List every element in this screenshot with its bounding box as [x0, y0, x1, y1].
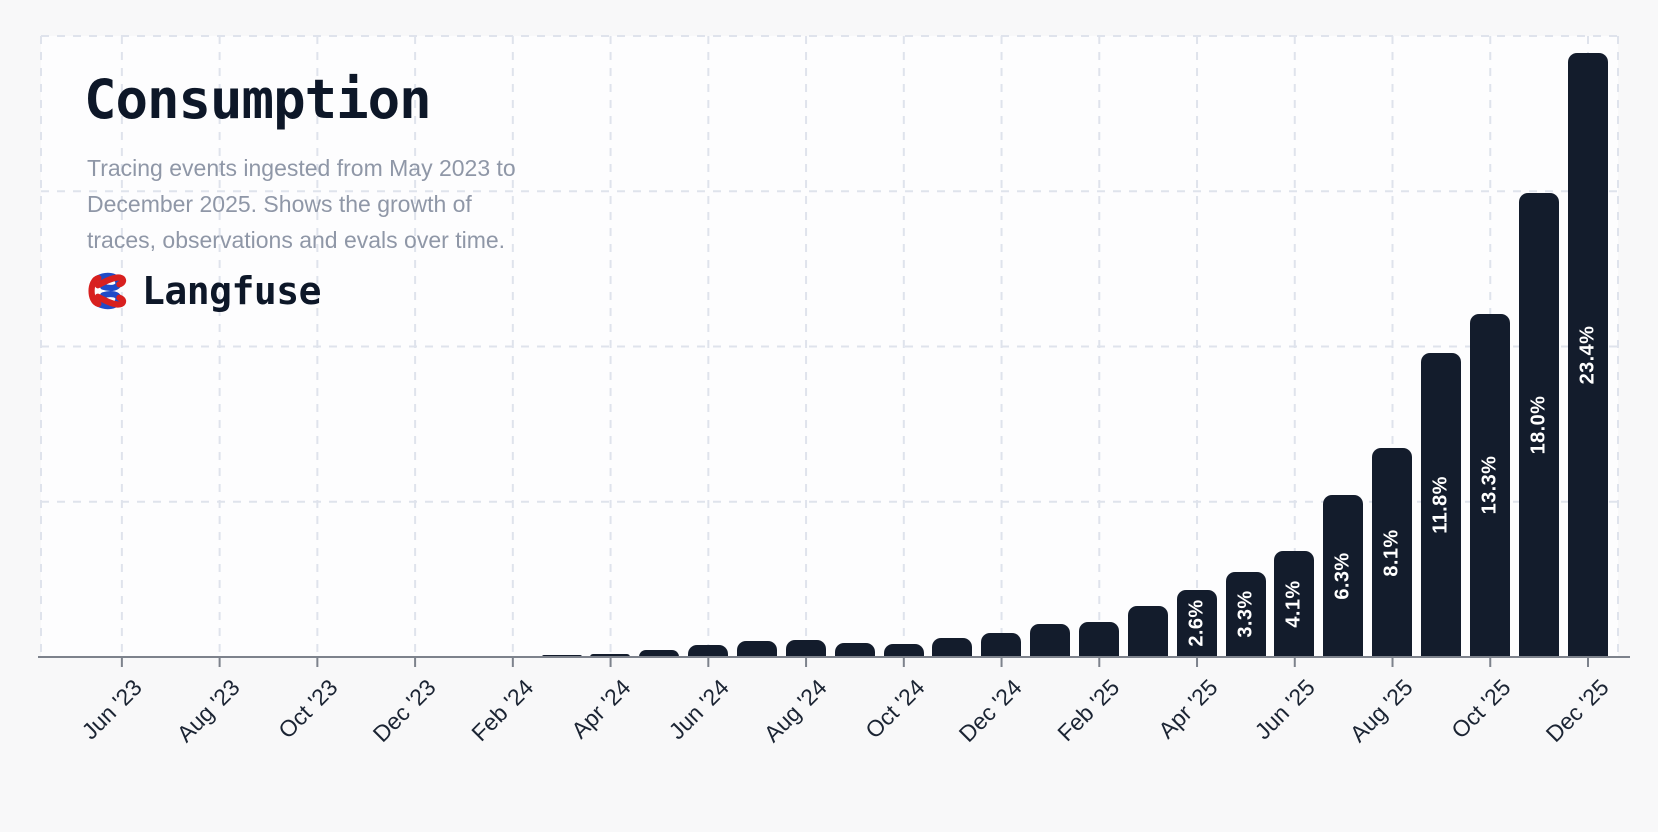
bar: 23.4%	[1567, 53, 1608, 657]
langfuse-logo-icon	[88, 272, 127, 310]
bar: 11.8%	[1421, 352, 1462, 657]
x-tick-label: Jun '25	[1249, 674, 1321, 745]
bar-value-label: 11.8%	[1429, 475, 1452, 534]
bar	[785, 640, 826, 657]
subtitle-line: Tracing events ingested from May 2023 to	[87, 155, 516, 181]
x-tick-label: Aug '23	[171, 674, 245, 748]
x-tick-label: Oct '25	[1446, 674, 1516, 744]
x-tick-label: Jun '24	[663, 674, 734, 745]
x-tick-label: Feb '24	[466, 674, 539, 747]
brand-row: Langfuse	[85, 269, 322, 313]
bar: 18.0%	[1518, 192, 1559, 657]
x-tick-label: Dec '23	[367, 674, 441, 748]
bar	[443, 656, 484, 657]
x-tick-label: Aug '25	[1344, 674, 1418, 748]
bar	[1030, 624, 1071, 657]
subtitle-line: traces, observations and evals over time…	[87, 227, 506, 253]
bar	[395, 656, 436, 657]
subtitle-line: December 2025. Shows the growth of	[87, 191, 472, 217]
bar	[346, 656, 387, 657]
bar	[737, 641, 778, 657]
bar	[834, 643, 875, 657]
bar	[297, 656, 338, 657]
bar-value-label: 3.3%	[1234, 590, 1257, 639]
brand-name: Langfuse	[142, 269, 322, 313]
chart-subtitle: Tracing events ingested from May 2023 to…	[87, 150, 516, 258]
bar	[688, 644, 729, 657]
bar	[248, 656, 289, 657]
bar-value-label: 13.3%	[1478, 456, 1501, 515]
x-tick-label: Apr '24	[566, 674, 636, 744]
page-title: Consumption	[84, 68, 432, 131]
bar	[1127, 605, 1168, 657]
bar-chart: 2.6% 3.3% 4.1% 6.3% 8.1% 11.8% 13.3% 18.0% 23.4%	[41, 36, 1618, 657]
bar	[1079, 621, 1120, 657]
bar-value-label: 18.0%	[1527, 395, 1550, 455]
bar	[590, 654, 631, 657]
bar	[981, 633, 1022, 657]
bar	[492, 655, 533, 657]
x-tick-label: Aug '24	[758, 674, 832, 748]
bar: 2.6%	[1176, 589, 1217, 657]
x-tick-label: Jun '23	[76, 674, 148, 745]
bar-value-label: 2.6%	[1185, 599, 1208, 648]
x-tick-label: Dec '24	[953, 674, 1027, 748]
bar: 4.1%	[1274, 551, 1315, 657]
bar-value-label: 6.3%	[1331, 552, 1354, 600]
bar	[541, 655, 582, 657]
x-tick-label: Apr '25	[1153, 674, 1223, 744]
bar: 8.1%	[1372, 448, 1413, 657]
bar-value-label: 23.4%	[1576, 325, 1599, 385]
bar	[932, 637, 973, 657]
bar: 6.3%	[1323, 494, 1364, 657]
bar: 13.3%	[1469, 313, 1510, 657]
x-tick-label: Feb '25	[1052, 674, 1125, 747]
bar: 3.3%	[1225, 571, 1266, 657]
bar-value-label: 4.1%	[1282, 580, 1305, 628]
x-tick-label: Oct '23	[273, 674, 343, 744]
bar	[639, 650, 680, 657]
x-tick-label: Oct '24	[859, 674, 930, 744]
bar	[883, 644, 924, 657]
bar-value-label: 8.1%	[1380, 528, 1403, 577]
x-tick-label: Dec '25	[1540, 674, 1614, 748]
